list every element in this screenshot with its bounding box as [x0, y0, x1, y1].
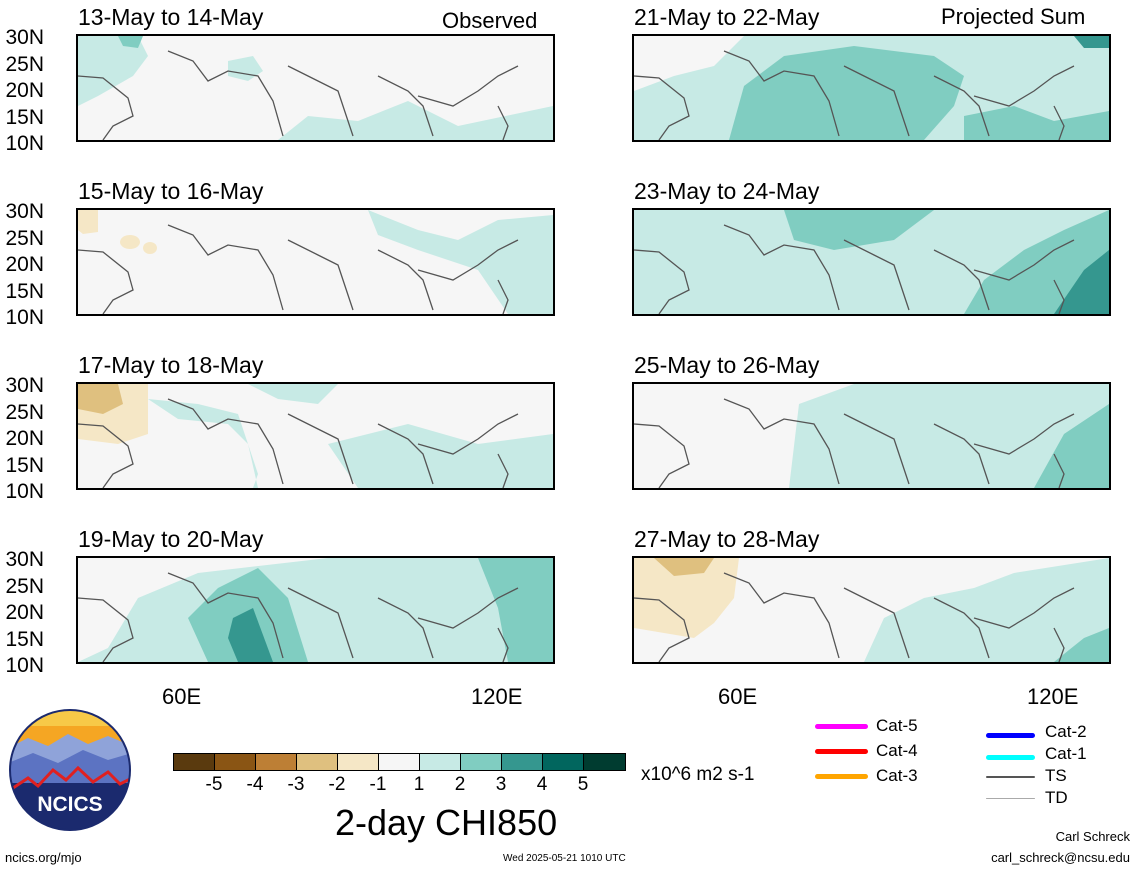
- lat-label-15n: 15N: [5, 628, 44, 651]
- legend-line-cat3: [815, 774, 868, 779]
- legend-label-ts: TS: [1045, 766, 1067, 785]
- map-panel-3: [76, 208, 555, 316]
- lat-label-25n: 25N: [5, 401, 44, 424]
- colorbar-tick-label: 5: [577, 774, 589, 795]
- colorbar-swatch: [419, 753, 461, 771]
- panel-title-6: 25-May to 26-May: [634, 352, 820, 378]
- lat-label-30n: 30N: [5, 548, 44, 571]
- legend-line-cat4: [815, 749, 868, 754]
- lon-label-120e: 120E: [471, 684, 523, 709]
- panel-tag-projected: Projected Sum: [941, 4, 1086, 29]
- colorbar-tick-label: -5: [205, 774, 223, 795]
- map-panel-2: [632, 34, 1111, 142]
- legend-label-cat1: Cat-1: [1045, 744, 1087, 763]
- panel-title-3: 15-May to 16-May: [78, 178, 264, 204]
- colorbar-units: x10^6 m2 s-1: [641, 764, 755, 785]
- map-panel-8: [632, 556, 1111, 664]
- lat-label-10n: 10N: [5, 306, 44, 329]
- ncics-logo: NCICS: [8, 708, 132, 832]
- colorbar-tick-label: 1: [413, 774, 425, 795]
- legend-line-cat2: [986, 733, 1035, 738]
- lat-label-30n: 30N: [5, 200, 44, 223]
- lat-label-20n: 20N: [5, 601, 44, 624]
- legend-label-cat4: Cat-4: [876, 741, 918, 760]
- lat-label-15n: 15N: [5, 454, 44, 477]
- legend-line-cat1: [986, 755, 1035, 760]
- colorbar: [173, 753, 626, 771]
- lat-label-10n: 10N: [5, 132, 44, 155]
- lat-label-25n: 25N: [5, 53, 44, 76]
- colorbar-swatch: [460, 753, 502, 771]
- map-panel-4: [632, 208, 1111, 316]
- lat-label-20n: 20N: [5, 427, 44, 450]
- lat-label-20n: 20N: [5, 253, 44, 276]
- colorbar-swatch: [337, 753, 379, 771]
- colorbar-tick-label: -1: [369, 774, 387, 795]
- colorbar-swatch: [542, 753, 584, 771]
- lon-label-60e: 60E: [162, 684, 202, 709]
- map-panel-7: [76, 556, 555, 664]
- panel-title-1: 13-May to 14-May: [78, 4, 264, 30]
- panel-title-5: 17-May to 18-May: [78, 352, 264, 378]
- panel-title-2: 21-May to 22-May: [634, 4, 820, 30]
- lat-label-10n: 10N: [5, 480, 44, 503]
- panel-title-4: 23-May to 24-May: [634, 178, 820, 204]
- map-panel-1: [76, 34, 555, 142]
- legend-label-td: TD: [1045, 788, 1068, 807]
- colorbar-tick-label: 2: [454, 774, 466, 795]
- colorbar-swatch: [296, 753, 338, 771]
- colorbar-swatch: [214, 753, 256, 771]
- colorbar-swatch: [255, 753, 297, 771]
- colorbar-tick-label: -3: [287, 774, 305, 795]
- colorbar-tick-label: -4: [246, 774, 264, 795]
- legend-line-cat5: [815, 724, 868, 729]
- legend-line-ts: [986, 776, 1035, 778]
- panel-title-7: 19-May to 20-May: [78, 526, 264, 552]
- lat-label-10n: 10N: [5, 654, 44, 677]
- colorbar-ticks: -5 -4 -3 -2 -1 1 2 3 4 5: [173, 774, 626, 798]
- colorbar-swatch: [173, 753, 215, 771]
- legend-line-td: [986, 798, 1035, 799]
- colorbar-swatch: [501, 753, 543, 771]
- map-panel-5: [76, 382, 555, 490]
- legend-label-cat5: Cat-5: [876, 716, 918, 735]
- legend-label-cat3: Cat-3: [876, 766, 918, 785]
- colorbar-tick-label: -2: [328, 774, 346, 795]
- lat-label-15n: 15N: [5, 280, 44, 303]
- footer-email[interactable]: carl_schreck@ncsu.edu: [991, 850, 1130, 865]
- map-panel-6: [632, 382, 1111, 490]
- colorbar-swatch: [378, 753, 420, 771]
- lat-label-30n: 30N: [5, 374, 44, 397]
- lat-label-15n: 15N: [5, 106, 44, 129]
- panel-title-8: 27-May to 28-May: [634, 526, 820, 552]
- lat-label-30n: 30N: [5, 26, 44, 49]
- colorbar-tick-label: 4: [536, 774, 548, 795]
- lon-label-60e: 60E: [718, 684, 758, 709]
- legend-label-cat2: Cat-2: [1045, 722, 1087, 741]
- colorbar-tick-label: 3: [495, 774, 507, 795]
- footer-author: Carl Schreck: [1055, 829, 1130, 844]
- lat-label-20n: 20N: [5, 79, 44, 102]
- footer-timestamp: Wed 2025-05-21 1010 UTC: [503, 853, 626, 864]
- colorbar-swatch: [583, 753, 626, 771]
- colorbar-title: 2-day CHI850: [335, 802, 558, 843]
- ncics-logo-text: NCICS: [37, 793, 102, 816]
- footer-site-link[interactable]: ncics.org/mjo: [5, 850, 82, 865]
- lon-label-120e: 120E: [1027, 684, 1079, 709]
- panel-tag-observed: Observed: [442, 8, 538, 33]
- lat-label-25n: 25N: [5, 227, 44, 250]
- lat-label-25n: 25N: [5, 575, 44, 598]
